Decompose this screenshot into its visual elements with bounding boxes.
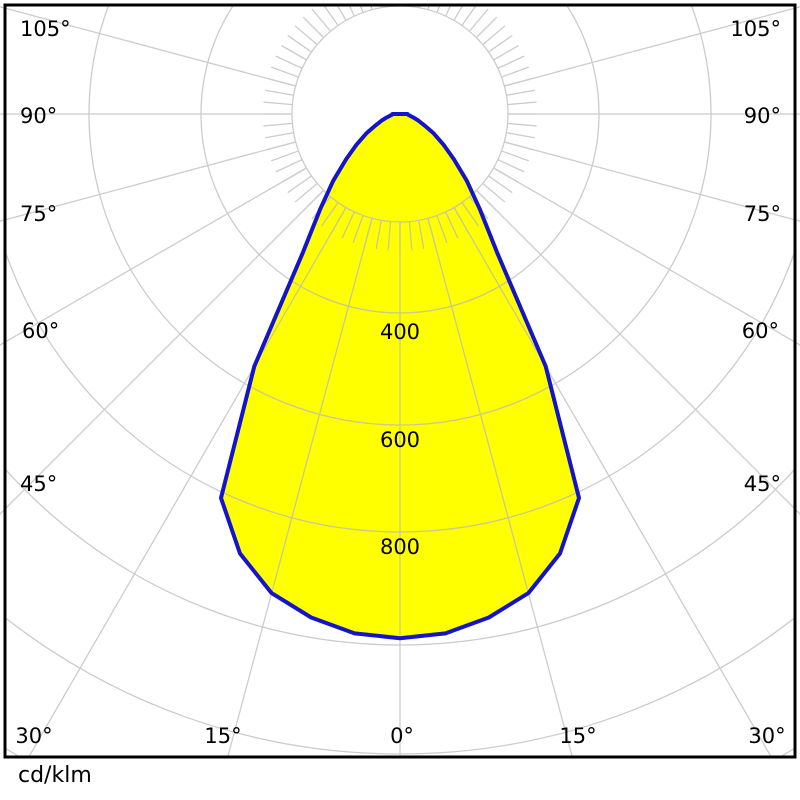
angle-labels: 105° 90° 75° 60° 45° 30° 15° 0° 15° 30° 45° 60° 75° 9…	[15, 17, 785, 748]
angle-label: 75°	[20, 202, 57, 226]
angle-label: 15°	[559, 724, 596, 748]
angle-label: 90°	[744, 104, 781, 128]
value-label: 800	[380, 535, 420, 559]
angle-label: 30°	[15, 724, 52, 748]
unit-label: cd/klm	[18, 763, 92, 788]
beam-curve	[219, 112, 581, 641]
angle-label: 30°	[748, 724, 785, 748]
angle-label: 90°	[20, 104, 57, 128]
angle-label: 0°	[390, 724, 414, 748]
angle-label: 60°	[22, 319, 59, 343]
angle-label: 15°	[204, 724, 241, 748]
value-label: 600	[380, 428, 420, 452]
angle-label: 105°	[20, 17, 71, 41]
angle-label: 75°	[744, 202, 781, 226]
angle-label: 45°	[20, 472, 57, 496]
angle-label: 60°	[742, 319, 779, 343]
angle-label: 105°	[730, 17, 781, 41]
value-label: 400	[380, 320, 420, 344]
value-labels: 400 600 800	[380, 320, 420, 559]
angle-label: 45°	[744, 472, 781, 496]
plot-border	[3, 3, 797, 759]
